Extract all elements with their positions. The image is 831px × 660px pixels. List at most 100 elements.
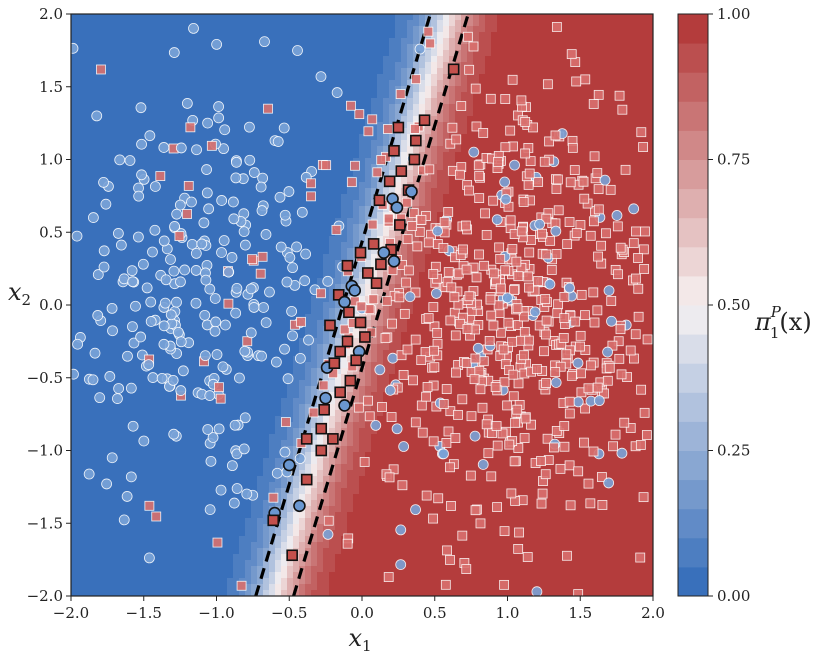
heatmap-cell	[467, 128, 474, 135]
heatmap-cell	[449, 218, 456, 225]
heatmap-cell	[335, 212, 342, 219]
heatmap-cell	[533, 20, 540, 27]
heatmap-cell	[95, 194, 102, 201]
heatmap-cell	[479, 140, 486, 147]
heatmap-cell	[89, 74, 96, 81]
heatmap-cell	[317, 128, 324, 135]
heatmap-cell	[305, 74, 312, 81]
heatmap-cell	[329, 80, 336, 87]
heatmap-cell	[275, 278, 282, 285]
heatmap-cell	[161, 212, 168, 219]
heatmap-cell	[329, 134, 336, 141]
heatmap-cell	[125, 62, 132, 69]
heatmap-cell	[77, 26, 84, 33]
heatmap-cell	[263, 14, 270, 21]
heatmap-cell	[521, 74, 528, 81]
heatmap-cell	[599, 44, 606, 51]
heatmap-cell	[503, 74, 510, 81]
heatmap-cell	[617, 230, 624, 237]
heatmap-cell	[479, 92, 486, 99]
heatmap-cell	[125, 314, 132, 321]
heatmap-cell	[503, 116, 510, 123]
heatmap-cell	[365, 80, 372, 87]
heatmap-cell	[197, 50, 204, 57]
heatmap-cell	[107, 224, 114, 231]
heatmap-cell	[473, 206, 480, 213]
heatmap-cell	[161, 218, 168, 225]
heatmap-cell	[647, 56, 653, 63]
heatmap-cell	[143, 68, 150, 75]
heatmap-cell	[77, 80, 84, 87]
heatmap-cell	[119, 170, 126, 177]
heatmap-cell	[317, 170, 324, 177]
heatmap-cell	[197, 56, 204, 63]
heatmap-cell	[593, 44, 600, 51]
heatmap-cell	[155, 56, 162, 63]
heatmap-cell	[353, 98, 360, 105]
heatmap-cell	[569, 122, 576, 129]
heatmap-cell	[113, 218, 120, 225]
heatmap-cell	[233, 86, 240, 93]
heatmap-cell	[329, 20, 336, 27]
heatmap-cell	[269, 284, 276, 291]
heatmap-cell	[89, 140, 96, 147]
heatmap-cell	[581, 32, 588, 39]
heatmap-cell	[563, 272, 570, 279]
heatmap-cell	[383, 50, 390, 57]
heatmap-cell	[449, 236, 456, 243]
heatmap-cell	[473, 314, 480, 321]
heatmap-cell	[359, 176, 366, 183]
heatmap-cell	[533, 98, 540, 105]
heatmap-cell	[239, 254, 246, 261]
heatmap-cell	[617, 260, 624, 267]
heatmap-cell	[383, 278, 390, 285]
heatmap-cell	[641, 122, 648, 129]
heatmap-cell	[521, 242, 528, 249]
heatmap-cell	[275, 50, 282, 57]
heatmap-cell	[353, 170, 360, 177]
heatmap-cell	[239, 188, 246, 195]
heatmap-cell	[335, 116, 342, 123]
heatmap-cell	[629, 266, 636, 273]
heatmap-cell	[263, 80, 270, 87]
heatmap-cell	[161, 134, 168, 141]
heatmap-cell	[359, 74, 366, 81]
heatmap-cell	[491, 20, 498, 27]
heatmap-cell	[647, 260, 653, 267]
heatmap-cell	[605, 92, 612, 99]
heatmap-cell	[209, 68, 216, 75]
heatmap-cell	[449, 80, 456, 87]
heatmap-cell	[173, 62, 180, 69]
heatmap-cell	[275, 74, 282, 81]
heatmap-cell	[125, 164, 132, 171]
heatmap-cell	[341, 146, 348, 153]
heatmap-cell	[647, 26, 653, 33]
heatmap-cell	[389, 188, 396, 195]
heatmap-cell	[581, 38, 588, 45]
heatmap-cell	[95, 278, 102, 285]
heatmap-cell	[221, 44, 228, 51]
heatmap-cell	[227, 50, 234, 57]
heatmap-cell	[221, 62, 228, 69]
heatmap-cell	[491, 26, 498, 33]
heatmap-cell	[131, 128, 138, 135]
heatmap-cell	[509, 170, 516, 177]
heatmap-cell	[203, 20, 210, 27]
heatmap-cell	[245, 32, 252, 39]
heatmap-cell	[563, 248, 570, 255]
heatmap-cell	[173, 176, 180, 183]
heatmap-cell	[587, 302, 594, 309]
heatmap-cell	[629, 44, 636, 51]
heatmap-cell	[599, 122, 606, 129]
heatmap-cell	[629, 32, 636, 39]
heatmap-cell	[605, 68, 612, 75]
heatmap-cell	[269, 314, 276, 321]
heatmap-cell	[215, 236, 222, 243]
heatmap-cell	[305, 236, 312, 243]
heatmap-cell	[89, 194, 96, 201]
heatmap-cell	[293, 194, 300, 201]
heatmap-cell	[89, 182, 96, 189]
heatmap-cell	[83, 80, 90, 87]
heatmap-cell	[149, 170, 156, 177]
heatmap-cell	[575, 110, 582, 117]
